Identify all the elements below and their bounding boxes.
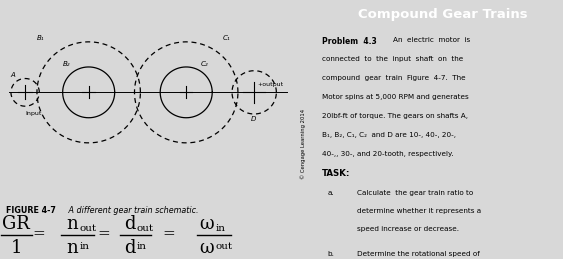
Text: D: D [251, 116, 257, 122]
Text: compound  gear  train  Figure  4-7.  The: compound gear train Figure 4-7. The [322, 75, 466, 81]
Text: n: n [66, 215, 78, 233]
Text: © Cengage Learning 2014: © Cengage Learning 2014 [301, 109, 306, 179]
Text: Determine the rotational speed of: Determine the rotational speed of [357, 251, 480, 257]
Text: B₁, B₂, C₁, C₂  and D are 10-, 40-, 20-,: B₁, B₂, C₁, C₂ and D are 10-, 40-, 20-, [322, 132, 457, 138]
Text: +output: +output [257, 82, 283, 87]
Text: speed increase or decrease.: speed increase or decrease. [357, 226, 459, 232]
Text: 40-,, 30-, and 20-tooth, respectively.: 40-,, 30-, and 20-tooth, respectively. [322, 151, 454, 157]
Text: out: out [137, 224, 154, 233]
Text: ω: ω [200, 239, 214, 257]
Text: Motor spins at 5,000 RPM and generates: Motor spins at 5,000 RPM and generates [322, 94, 469, 100]
Text: Input: Input [25, 111, 42, 116]
Text: Compound Gear Trains: Compound Gear Trains [358, 8, 528, 21]
Text: out: out [79, 224, 96, 233]
Text: An  electric  motor  is: An electric motor is [393, 37, 471, 43]
Text: A different gear train schematic.: A different gear train schematic. [61, 206, 198, 215]
Text: d: d [124, 215, 136, 233]
Text: Calculate  the gear train ratio to: Calculate the gear train ratio to [357, 190, 473, 197]
Text: B₂: B₂ [62, 61, 70, 67]
Text: b.: b. [328, 251, 334, 257]
Text: =: = [162, 227, 175, 242]
Text: out: out [215, 242, 233, 251]
Text: in: in [215, 224, 225, 233]
Text: TASK:: TASK: [322, 169, 351, 178]
Text: =: = [32, 227, 45, 242]
Text: Problem  4.3: Problem 4.3 [322, 37, 377, 46]
Text: GR: GR [2, 215, 30, 233]
Text: FIGURE 4-7: FIGURE 4-7 [6, 206, 56, 215]
Text: determine whether it represents a: determine whether it represents a [357, 208, 481, 214]
Text: B₁: B₁ [37, 35, 44, 41]
Text: C₂: C₂ [200, 61, 208, 67]
Text: in: in [137, 242, 146, 251]
Text: ω: ω [200, 215, 214, 233]
Text: in: in [79, 242, 89, 251]
Text: C₁: C₁ [223, 35, 231, 41]
Text: A: A [10, 72, 15, 78]
Text: d: d [124, 239, 136, 257]
Text: 1: 1 [11, 239, 22, 257]
Text: a.: a. [328, 190, 334, 197]
Text: =: = [97, 227, 110, 242]
Text: n: n [66, 239, 78, 257]
Text: connected  to  the  input  shaft  on  the: connected to the input shaft on the [322, 56, 463, 62]
Text: 20lbf-ft of torque. The gears on shafts A,: 20lbf-ft of torque. The gears on shafts … [322, 113, 468, 119]
